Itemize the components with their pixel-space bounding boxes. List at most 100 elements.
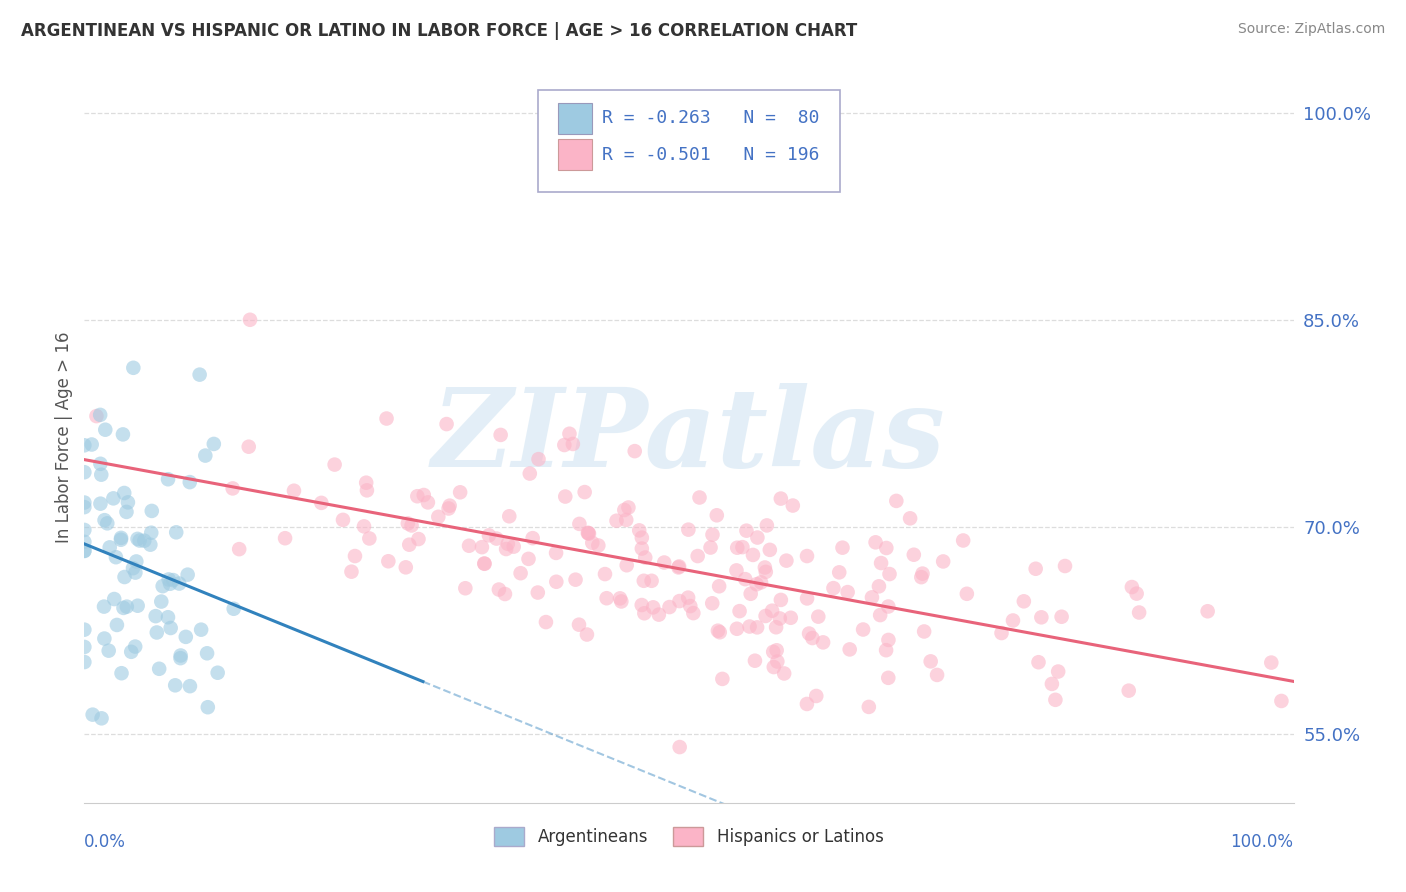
Legend: Argentineans, Hispanics or Latinos: Argentineans, Hispanics or Latinos — [488, 821, 890, 853]
Point — [522, 531, 544, 545]
Point — [93, 513, 115, 527]
Point — [488, 582, 510, 597]
Point — [157, 472, 180, 486]
Point — [699, 541, 721, 555]
Point — [340, 565, 363, 579]
Point — [117, 495, 139, 509]
Point — [436, 417, 458, 431]
Point — [952, 533, 974, 548]
Point — [868, 579, 890, 593]
Point — [633, 607, 655, 621]
Point — [617, 500, 640, 515]
Point — [911, 566, 934, 581]
Point — [628, 524, 651, 538]
Point — [1031, 610, 1053, 624]
Point — [1045, 693, 1067, 707]
Point — [311, 496, 333, 510]
Point — [110, 533, 132, 547]
Point — [146, 625, 169, 640]
Point — [110, 531, 132, 545]
Point — [828, 566, 851, 580]
Point — [898, 511, 921, 525]
Point — [125, 554, 148, 568]
Point — [823, 581, 845, 595]
Point — [796, 697, 818, 711]
Point — [471, 540, 494, 554]
Point — [150, 594, 173, 608]
Point — [474, 557, 496, 571]
Point — [179, 679, 201, 693]
Point — [755, 565, 778, 579]
Point — [73, 655, 96, 669]
Point — [406, 489, 429, 503]
Point — [377, 554, 399, 568]
Point — [807, 609, 830, 624]
Point — [668, 559, 690, 574]
Point — [1050, 609, 1073, 624]
Point — [202, 437, 225, 451]
FancyBboxPatch shape — [538, 90, 841, 192]
Point — [103, 592, 125, 607]
Point — [356, 483, 378, 498]
Point — [755, 609, 778, 624]
Point — [122, 561, 145, 575]
Point — [782, 499, 804, 513]
Y-axis label: In Labor Force | Age > 16: In Labor Force | Age > 16 — [55, 331, 73, 543]
Point — [910, 570, 932, 584]
Point — [188, 368, 211, 382]
Point — [416, 495, 439, 509]
Point — [174, 630, 197, 644]
Point — [534, 615, 557, 629]
Point — [616, 558, 638, 573]
Point — [496, 537, 519, 551]
Point — [124, 566, 146, 580]
Point — [689, 491, 711, 505]
Point — [343, 549, 366, 563]
Point — [437, 501, 460, 516]
Point — [152, 579, 174, 593]
Point — [738, 619, 761, 633]
Point — [112, 600, 135, 615]
Point — [222, 601, 245, 615]
Point — [634, 550, 657, 565]
Point — [274, 531, 297, 545]
Point — [742, 548, 765, 562]
Point — [1001, 614, 1024, 628]
Point — [702, 527, 724, 541]
Point — [458, 539, 481, 553]
Point — [124, 640, 146, 654]
Point — [359, 532, 381, 546]
Point — [796, 549, 818, 563]
Point — [73, 523, 96, 537]
Point — [472, 557, 495, 571]
Point — [912, 624, 935, 639]
Point — [527, 452, 550, 467]
Point — [643, 600, 665, 615]
Point — [877, 632, 900, 647]
Point — [903, 548, 925, 562]
Point — [745, 577, 768, 591]
Point — [630, 598, 652, 612]
Point — [561, 437, 583, 451]
Point — [609, 591, 631, 606]
Point — [73, 544, 96, 558]
Point — [104, 550, 127, 565]
Point — [93, 599, 115, 614]
Point — [860, 591, 883, 605]
Point — [509, 566, 531, 581]
Point — [796, 591, 818, 606]
Point — [769, 593, 792, 607]
Point — [73, 640, 96, 654]
Point — [159, 576, 181, 591]
Text: Source: ZipAtlas.com: Source: ZipAtlas.com — [1237, 22, 1385, 37]
Point — [652, 556, 675, 570]
Point — [574, 485, 596, 500]
Point — [1197, 604, 1219, 618]
Point — [207, 665, 229, 680]
Point — [73, 495, 96, 509]
Point — [869, 608, 891, 623]
Point — [576, 526, 599, 541]
Point — [97, 643, 120, 657]
Point — [114, 570, 136, 584]
Point — [398, 538, 420, 552]
